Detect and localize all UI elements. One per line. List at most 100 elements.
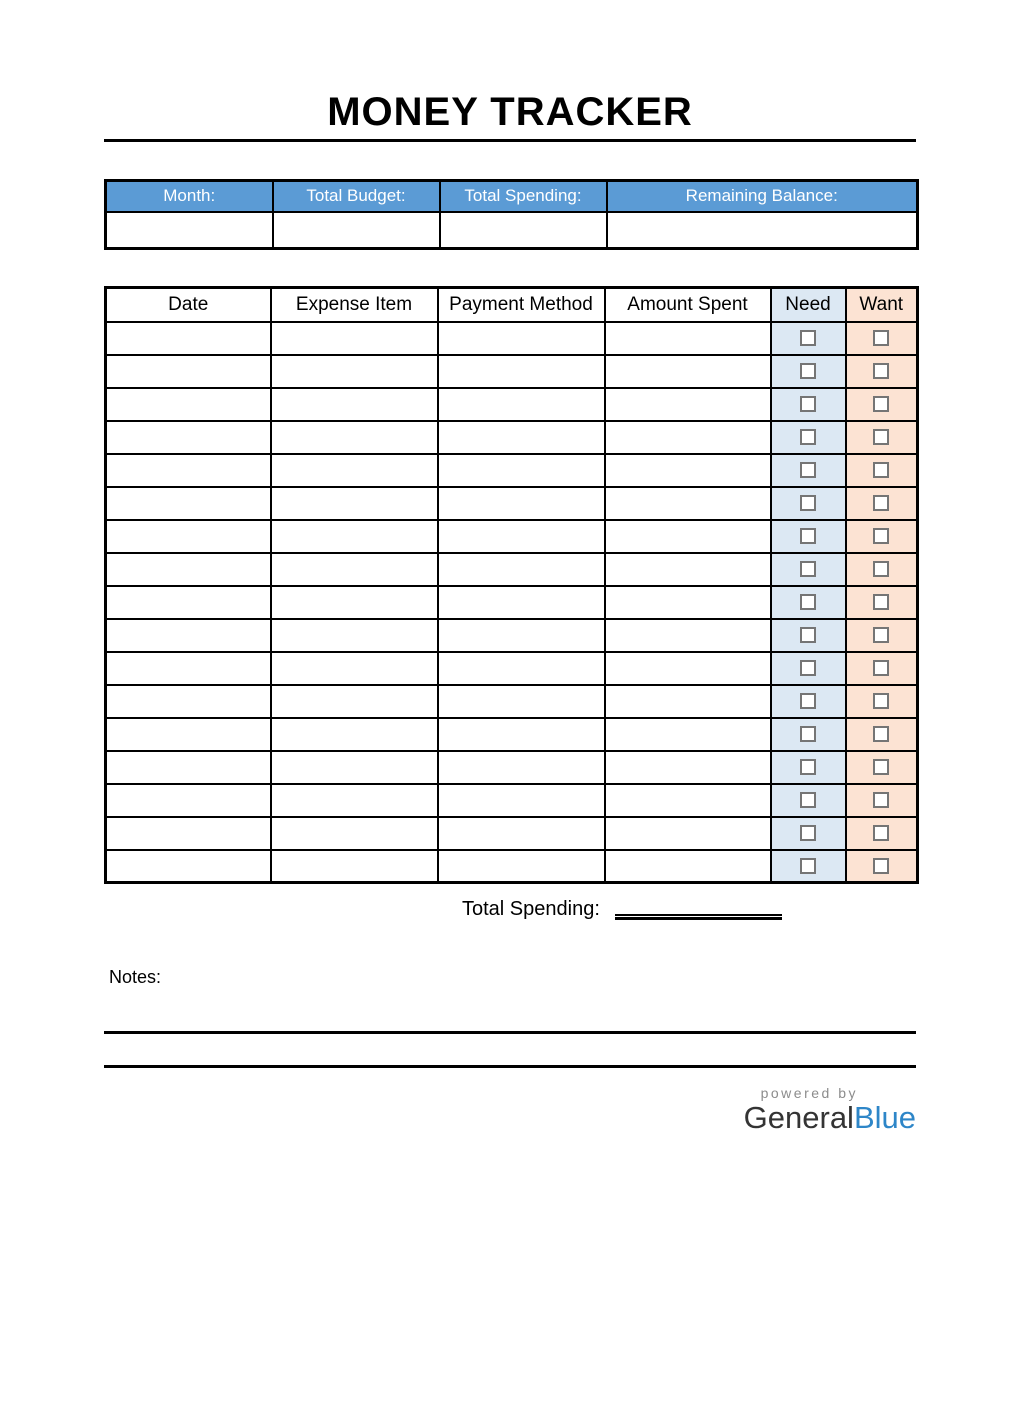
amount-spent-cell[interactable] (603, 782, 772, 818)
expense-item-cell[interactable] (269, 683, 439, 719)
payment-method-cell[interactable] (436, 320, 606, 356)
want-checkbox[interactable] (873, 329, 890, 346)
expense-item-cell[interactable] (269, 452, 439, 488)
payment-method-cell[interactable] (436, 551, 606, 587)
need-checkbox[interactable] (800, 725, 816, 742)
want-checkbox[interactable] (873, 857, 890, 874)
need-checkbox[interactable] (800, 362, 816, 379)
need-checkbox[interactable] (800, 659, 816, 676)
want-checkbox[interactable] (873, 725, 890, 742)
need-checkbox[interactable] (800, 428, 816, 445)
need-checkbox[interactable] (800, 626, 816, 643)
amount-spent-cell[interactable] (603, 683, 772, 719)
need-checkbox[interactable] (800, 593, 816, 610)
need-checkbox[interactable] (800, 758, 816, 775)
expense-item-cell[interactable] (269, 551, 439, 587)
expense-item-cell[interactable] (269, 485, 439, 521)
amount-spent-cell[interactable] (603, 485, 772, 521)
want-checkbox[interactable] (873, 527, 890, 544)
want-checkbox[interactable] (873, 395, 890, 412)
payment-method-cell[interactable] (436, 386, 606, 422)
amount-spent-cell[interactable] (603, 353, 772, 389)
want-checkbox[interactable] (873, 824, 890, 841)
total-spending-input-cell[interactable] (438, 210, 608, 250)
date-cell[interactable] (104, 419, 272, 455)
date-cell[interactable] (104, 485, 272, 521)
date-cell[interactable] (104, 353, 272, 389)
expense-item-cell[interactable] (269, 353, 439, 389)
payment-method-cell[interactable] (436, 518, 606, 554)
want-checkbox[interactable] (873, 659, 890, 676)
amount-spent-cell[interactable] (603, 386, 772, 422)
date-cell[interactable] (104, 848, 272, 884)
want-checkbox[interactable] (873, 692, 890, 709)
payment-method-cell[interactable] (436, 353, 606, 389)
payment-method-cell[interactable] (436, 815, 606, 851)
want-checkbox[interactable] (873, 593, 890, 610)
payment-method-cell[interactable] (436, 650, 606, 686)
date-cell[interactable] (104, 518, 272, 554)
expense-item-cell[interactable] (269, 617, 439, 653)
expense-item-cell[interactable] (269, 782, 439, 818)
remaining-balance-input-cell[interactable] (605, 210, 919, 250)
date-cell[interactable] (104, 452, 272, 488)
date-cell[interactable] (104, 683, 272, 719)
date-cell[interactable] (104, 584, 272, 620)
expense-item-cell[interactable] (269, 716, 439, 752)
date-cell[interactable] (104, 551, 272, 587)
payment-method-cell[interactable] (436, 683, 606, 719)
date-cell[interactable] (104, 782, 272, 818)
want-checkbox[interactable] (873, 791, 890, 808)
need-checkbox[interactable] (800, 494, 816, 511)
date-cell[interactable] (104, 617, 272, 653)
want-checkbox[interactable] (873, 626, 890, 643)
payment-method-cell[interactable] (436, 749, 606, 785)
amount-spent-cell[interactable] (603, 320, 772, 356)
need-checkbox[interactable] (800, 692, 816, 709)
amount-spent-cell[interactable] (603, 617, 772, 653)
payment-method-cell[interactable] (436, 584, 606, 620)
date-cell[interactable] (104, 386, 272, 422)
payment-method-cell[interactable] (436, 848, 606, 884)
need-checkbox[interactable] (800, 527, 816, 544)
want-checkbox[interactable] (873, 461, 890, 478)
date-cell[interactable] (104, 815, 272, 851)
need-checkbox[interactable] (800, 560, 816, 577)
need-checkbox[interactable] (800, 857, 816, 874)
expense-item-cell[interactable] (269, 386, 439, 422)
notes-line-2[interactable] (104, 1065, 916, 1068)
want-checkbox[interactable] (873, 494, 890, 511)
expense-item-cell[interactable] (269, 650, 439, 686)
date-cell[interactable] (104, 716, 272, 752)
expense-item-cell[interactable] (269, 419, 439, 455)
amount-spent-cell[interactable] (603, 716, 772, 752)
amount-spent-cell[interactable] (603, 419, 772, 455)
expense-item-cell[interactable] (269, 584, 439, 620)
payment-method-cell[interactable] (436, 716, 606, 752)
expense-item-cell[interactable] (269, 848, 439, 884)
expense-item-cell[interactable] (269, 815, 439, 851)
need-checkbox[interactable] (800, 824, 816, 841)
payment-method-cell[interactable] (436, 782, 606, 818)
need-checkbox[interactable] (800, 791, 816, 808)
want-checkbox[interactable] (873, 560, 890, 577)
want-checkbox[interactable] (873, 758, 890, 775)
total-budget-input-cell[interactable] (271, 210, 441, 250)
amount-spent-cell[interactable] (603, 551, 772, 587)
expense-item-cell[interactable] (269, 320, 439, 356)
payment-method-cell[interactable] (436, 419, 606, 455)
need-checkbox[interactable] (800, 395, 816, 412)
amount-spent-cell[interactable] (603, 518, 772, 554)
expense-item-cell[interactable] (269, 749, 439, 785)
total-spending-blank-line[interactable] (614, 914, 782, 920)
payment-method-cell[interactable] (436, 485, 606, 521)
amount-spent-cell[interactable] (603, 584, 772, 620)
need-checkbox[interactable] (800, 461, 816, 478)
amount-spent-cell[interactable] (603, 815, 772, 851)
date-cell[interactable] (104, 320, 272, 356)
date-cell[interactable] (104, 749, 272, 785)
need-checkbox[interactable] (800, 329, 816, 346)
payment-method-cell[interactable] (436, 452, 606, 488)
amount-spent-cell[interactable] (603, 650, 772, 686)
want-checkbox[interactable] (873, 362, 890, 379)
